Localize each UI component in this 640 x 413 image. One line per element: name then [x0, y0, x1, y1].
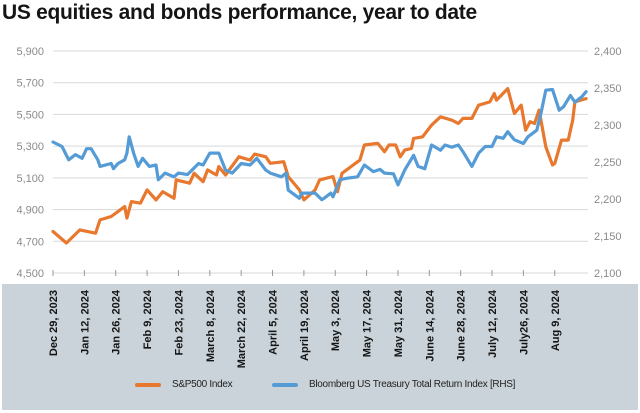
- x-tick-label: July 12, 2024: [487, 289, 499, 358]
- x-tick-label: April 5, 2024: [268, 289, 280, 355]
- x-tick-label: Jan 12, 2024: [79, 289, 91, 355]
- legend-swatch-bloomberg: [272, 382, 298, 387]
- legend-label-sp500: S&P500 Index: [172, 379, 233, 390]
- x-tick-label: May 17, 2024: [362, 289, 374, 357]
- sp500-line: [51, 86, 588, 245]
- y-left-tick-label: 5,300: [16, 141, 44, 153]
- y-left-tick-label: 5,700: [16, 78, 44, 90]
- y-right-tick-label: 2,200: [594, 194, 622, 206]
- y-right-tick-label: 2,300: [594, 120, 622, 132]
- x-tick-label: June 28, 2024: [456, 289, 468, 361]
- x-tick-label: March 8, 2024: [205, 289, 217, 362]
- y-right-tick-label: 2,250: [594, 157, 622, 169]
- y-left-tick-label: 5,100: [16, 173, 44, 185]
- x-tick-label: Jan 26, 2024: [111, 289, 123, 355]
- x-tick-label: June 14, 2024: [424, 289, 436, 361]
- x-tick-label: April 19, 2024: [299, 289, 311, 361]
- x-tick-label: July26, 2024: [518, 289, 530, 355]
- y-right-tick-label: 2,100: [594, 268, 622, 280]
- chart-title: US equities and bonds performance, year …: [2, 1, 477, 24]
- x-tick-label: Dec 29, 2023: [48, 290, 60, 356]
- legend-item-bloomberg: Bloomberg US Treasury Total Return Index…: [272, 379, 515, 390]
- y-right-tick-label: 2,350: [594, 83, 622, 95]
- legend-label-bloomberg: Bloomberg US Treasury Total Return Index…: [309, 379, 516, 390]
- y-right-tick-label: 2,150: [594, 231, 622, 243]
- y-left-tick-label: 4,700: [16, 236, 44, 248]
- x-tick-label: Aug 9, 2024: [550, 289, 562, 351]
- legend-swatch-sp500: [135, 382, 161, 387]
- x-tick-label: May 31, 2024: [393, 289, 405, 357]
- y-right-tick-label: 2,400: [594, 46, 622, 58]
- y-left-tick-label: 5,500: [16, 109, 44, 121]
- x-axis-band: [2, 284, 638, 410]
- x-tick-label: May 3, 2024: [330, 289, 342, 351]
- x-tick-label: March 22, 2024: [236, 289, 248, 368]
- x-tick-label: Feb 23, 2024: [173, 289, 185, 355]
- bloomberg-line: [51, 87, 588, 202]
- x-tick-label: Feb 9, 2024: [142, 289, 154, 349]
- y-left-tick-label: 4,500: [16, 268, 44, 280]
- legend-item-sp500: S&P500 Index: [135, 379, 233, 390]
- y-left-tick-label: 4,900: [16, 205, 44, 217]
- y-left-tick-label: 5,900: [16, 46, 44, 58]
